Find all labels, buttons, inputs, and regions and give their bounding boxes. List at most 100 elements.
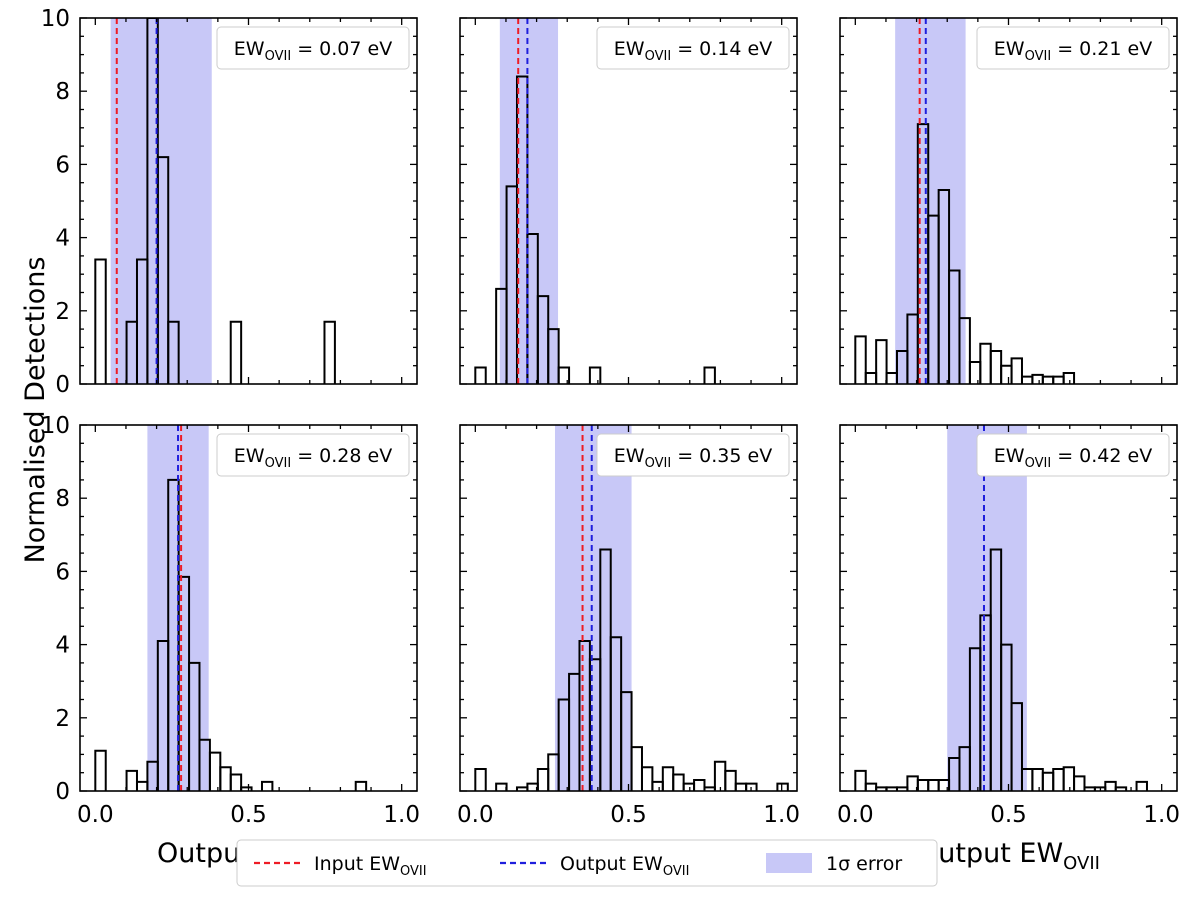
legend-error-label: 1σ error xyxy=(826,853,902,875)
histogram-bin xyxy=(927,779,940,791)
histogram-bin xyxy=(776,782,789,791)
histogram-bin xyxy=(495,782,508,791)
histogram-bin xyxy=(167,320,180,384)
histogram-bin xyxy=(1114,786,1128,791)
histogram-bin xyxy=(1062,766,1076,791)
annotation-label: EWOVII = 0.14 eV xyxy=(614,38,772,64)
y-tick-label: 4 xyxy=(55,633,70,659)
x-axis-label: Output EWOVII xyxy=(917,838,1100,874)
histogram-bin xyxy=(854,769,867,791)
panels: 0 2 4 6 8 10 EWOVII = 0.07 eV EWOVII = 0.14 eV E… xyxy=(41,6,1180,874)
panel-plot-area xyxy=(474,425,789,791)
legend-input-label: Input EWOVII xyxy=(314,853,427,879)
x-tick-label: 0.5 xyxy=(230,802,267,828)
annotation-box xyxy=(216,433,410,477)
histogram-bin xyxy=(1135,780,1148,791)
histogram-bin xyxy=(854,335,867,384)
annotation-label: EWOVII = 0.21 eV xyxy=(994,38,1152,64)
histogram-bin xyxy=(354,780,368,791)
histogram-bin xyxy=(968,361,982,384)
histogram-bin xyxy=(219,766,232,791)
axes-frame xyxy=(79,424,418,792)
histogram-bin xyxy=(651,780,664,791)
error-band xyxy=(554,425,632,791)
histogram-bin xyxy=(958,317,971,384)
histogram-bin xyxy=(703,366,716,384)
histogram-bin xyxy=(1010,357,1023,384)
annotation-label: EWOVII = 0.07 eV xyxy=(234,38,392,64)
histogram-bin xyxy=(630,746,643,791)
histogram-bin xyxy=(734,782,748,791)
histogram-bin xyxy=(864,372,878,384)
panel-bottom-right: 0.0 0.5 1.0 Output EWOVII EWOVII = 0.42 eV xyxy=(837,424,1180,874)
annotation-box xyxy=(976,433,1170,477)
y-tick-label: 0 xyxy=(55,779,70,805)
histogram-bin xyxy=(1020,375,1034,384)
panel-plot-area xyxy=(854,18,1076,384)
error-band xyxy=(947,425,1027,791)
histogram-bin xyxy=(1031,373,1044,384)
x-tick-label: 1.0 xyxy=(763,802,800,828)
x-tick-label: 0.0 xyxy=(837,802,874,828)
panel-plot-area xyxy=(94,18,336,384)
histogram-bin xyxy=(640,766,654,791)
histogram-bin xyxy=(745,782,758,791)
y-tick-label: 0 xyxy=(55,372,70,398)
x-tick-label: 0.0 xyxy=(77,802,114,828)
panel-top-middle: EWOVII = 0.14 eV xyxy=(459,17,798,385)
histogram-bin xyxy=(260,780,274,791)
annotation-label: EWOVII = 0.42 eV xyxy=(994,445,1152,471)
y-tick-label: 8 xyxy=(55,79,70,105)
x-tick-label: 1.0 xyxy=(383,802,420,828)
legend: Input EWOVII Output EWOVII 1σ error xyxy=(236,839,938,887)
y-tick-label: 6 xyxy=(55,152,70,178)
legend-error-swatch xyxy=(766,853,812,873)
histogram-bin xyxy=(1041,771,1055,791)
y-tick-label: 4 xyxy=(55,226,70,252)
histogram-bin xyxy=(989,350,1003,384)
y-tick-label: 2 xyxy=(55,299,70,325)
annotation-box xyxy=(596,433,790,477)
histogram-bin xyxy=(1041,375,1055,384)
y-tick-label: 10 xyxy=(41,6,70,32)
annotation-box xyxy=(596,26,790,70)
histogram-bin xyxy=(229,320,243,384)
legend-output-label: Output EWOVII xyxy=(560,853,689,879)
histogram-bin xyxy=(588,366,602,384)
histogram-bin xyxy=(682,782,696,791)
histogram-bin xyxy=(135,780,149,791)
panel-plot-area xyxy=(94,425,368,791)
histogram-bin xyxy=(724,769,737,791)
histogram-bin xyxy=(229,773,243,791)
histogram-bin xyxy=(1000,364,1013,384)
histogram-bin xyxy=(1031,768,1044,791)
histogram-bin xyxy=(156,156,170,384)
histogram-bin xyxy=(693,779,706,791)
histogram-bin xyxy=(864,782,878,791)
histogram-bin xyxy=(620,691,633,791)
x-tick-label: 0.0 xyxy=(457,802,494,828)
histogram-bin xyxy=(474,768,487,791)
panel-plot-area xyxy=(854,425,1148,791)
panel-plot-area xyxy=(474,18,716,384)
histogram-bin xyxy=(557,366,571,384)
histogram-bin xyxy=(1073,775,1086,791)
histogram-bin xyxy=(94,258,107,384)
histogram-bin xyxy=(875,339,888,384)
histogram-bin xyxy=(1052,768,1065,791)
panel-top-left: 0 2 4 6 8 10 EWOVII = 0.07 eV xyxy=(41,6,418,398)
annotation-box xyxy=(976,26,1170,70)
histogram-bin xyxy=(208,751,222,791)
x-tick-label: 1.0 xyxy=(1143,802,1180,828)
y-tick-label: 8 xyxy=(55,486,70,512)
histogram-bin xyxy=(240,786,253,791)
histogram-bin xyxy=(94,749,107,791)
annotation-label: EWOVII = 0.35 eV xyxy=(614,445,772,471)
histogram-bin xyxy=(661,766,675,791)
y-tick-label: 2 xyxy=(55,706,70,732)
histogram-bin xyxy=(1104,780,1117,791)
legend-frame xyxy=(236,839,938,887)
histogram-bin xyxy=(1052,375,1065,384)
